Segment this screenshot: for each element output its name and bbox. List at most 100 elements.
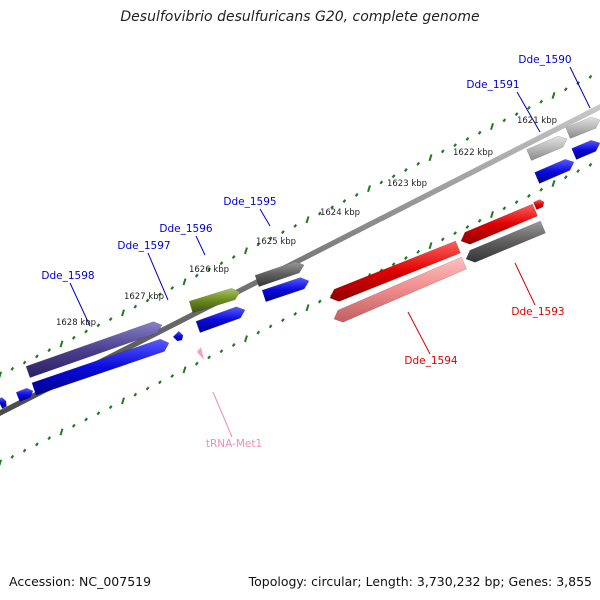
trna-met1-marker [197, 347, 204, 360]
scale-tick [207, 355, 211, 360]
scale-tick [59, 340, 64, 348]
gene-blue-1 [0, 397, 7, 409]
gene-dde-1594 [333, 256, 467, 323]
scale-tick [84, 417, 88, 422]
scale-tick [379, 180, 384, 185]
scale-tick [158, 380, 162, 385]
scale-tick [391, 262, 396, 267]
scale-tick [219, 261, 224, 266]
scale-tick [317, 299, 322, 304]
scale-tick [453, 143, 457, 148]
gene-blue-6 [261, 277, 310, 303]
scale-tick [490, 211, 494, 219]
scale-tick [35, 354, 39, 359]
gene-blue-4 [172, 330, 184, 342]
scale-tick [194, 273, 199, 278]
scale-label: 1621 kbp [517, 116, 557, 126]
scale-tick [305, 216, 310, 224]
scale-tick [170, 286, 175, 291]
scale-tick [256, 242, 261, 247]
label-dde-1590: Dde_1590 [518, 54, 571, 66]
gene-red-2 [460, 203, 538, 245]
scale-tick [10, 454, 15, 459]
scale-tick [145, 298, 150, 303]
scale-tick [588, 74, 593, 79]
label-dde-1595-leader [259, 208, 271, 227]
gene-dde-1595 [254, 261, 305, 287]
scale-tick [416, 161, 421, 166]
scale-tick [367, 185, 371, 193]
scale-tick [527, 105, 531, 110]
label-dde-1594-leader [407, 311, 431, 355]
scale-tick [121, 309, 125, 317]
scale-tick [244, 335, 248, 343]
gene-blue-3 [31, 338, 170, 396]
scale-tick [502, 118, 507, 123]
scale-tick [539, 187, 544, 192]
scale-tick [293, 223, 298, 228]
scale-tick [268, 324, 273, 329]
scale-tick [305, 304, 310, 312]
backbone-strand [0, 104, 600, 416]
scale-tick [231, 343, 236, 347]
scale-tick [121, 397, 125, 405]
scale-label: 1622 kbp [453, 148, 493, 158]
label-trna-met1: tRNA-Met1 [206, 438, 262, 450]
scale-tick [354, 192, 359, 197]
label-dde-1591: Dde_1591 [466, 79, 519, 91]
scale-ticks [0, 74, 593, 467]
scale-tick [231, 255, 236, 259]
scale-tick [47, 436, 52, 441]
label-dde-1597-leader [147, 252, 169, 301]
genome-summary: Topology: circular; Length: 3,730,232 bp… [248, 574, 592, 589]
scale-tick [465, 224, 470, 229]
scale-tick [428, 242, 433, 250]
scale-tick [244, 247, 248, 255]
label-dde-1596-leader [195, 235, 206, 256]
gene-features [0, 116, 600, 409]
scale-tick [84, 329, 88, 334]
scale-label: 1628 kbp [56, 318, 96, 328]
gene-blue-5 [195, 306, 246, 333]
scale-tick [551, 91, 556, 99]
scale-tick [71, 423, 76, 428]
gene-blue-2 [15, 387, 34, 402]
scale-tick [514, 112, 519, 117]
scale-tick [502, 206, 507, 211]
scale-tick [207, 267, 211, 272]
scale-label: 1624 kbp [320, 208, 360, 218]
gene-blue-8 [571, 139, 600, 160]
accession-label: Accession: NC_007519 [9, 574, 152, 589]
gene-blue-7 [534, 159, 575, 184]
scale-tick [96, 323, 101, 328]
genome-title: Desulfovibrio desulfuricans G20, complet… [120, 9, 480, 25]
scale-tick [281, 318, 285, 323]
scale-tick [527, 193, 531, 198]
scale-tick [477, 130, 482, 135]
label-dde-1591-leader [516, 91, 541, 133]
gene-dde-1594-upper [329, 240, 461, 302]
scale-tick [22, 448, 27, 453]
label-dde-1598-leader [69, 282, 91, 327]
scale-tick [59, 428, 64, 436]
label-dde-1593-leader [514, 262, 536, 306]
scale-tick [182, 366, 187, 374]
scale-tick [268, 236, 273, 241]
scale-tick [170, 374, 175, 379]
scale-tick [219, 349, 224, 354]
scale-tick [514, 200, 519, 205]
scale-tick [71, 335, 76, 340]
scale-tick [293, 311, 298, 316]
scale-tick [96, 411, 101, 416]
scale-tick [563, 175, 568, 180]
scale-tick [0, 371, 2, 379]
scale-label: 1626 kbp [189, 265, 229, 275]
label-dde-1596: Dde_1596 [159, 223, 213, 235]
scale-tick [35, 442, 39, 447]
scale-tick [10, 366, 15, 371]
scale-tick [133, 392, 138, 397]
label-dde-1594: Dde_1594 [404, 355, 458, 367]
scale-tick [194, 361, 199, 366]
